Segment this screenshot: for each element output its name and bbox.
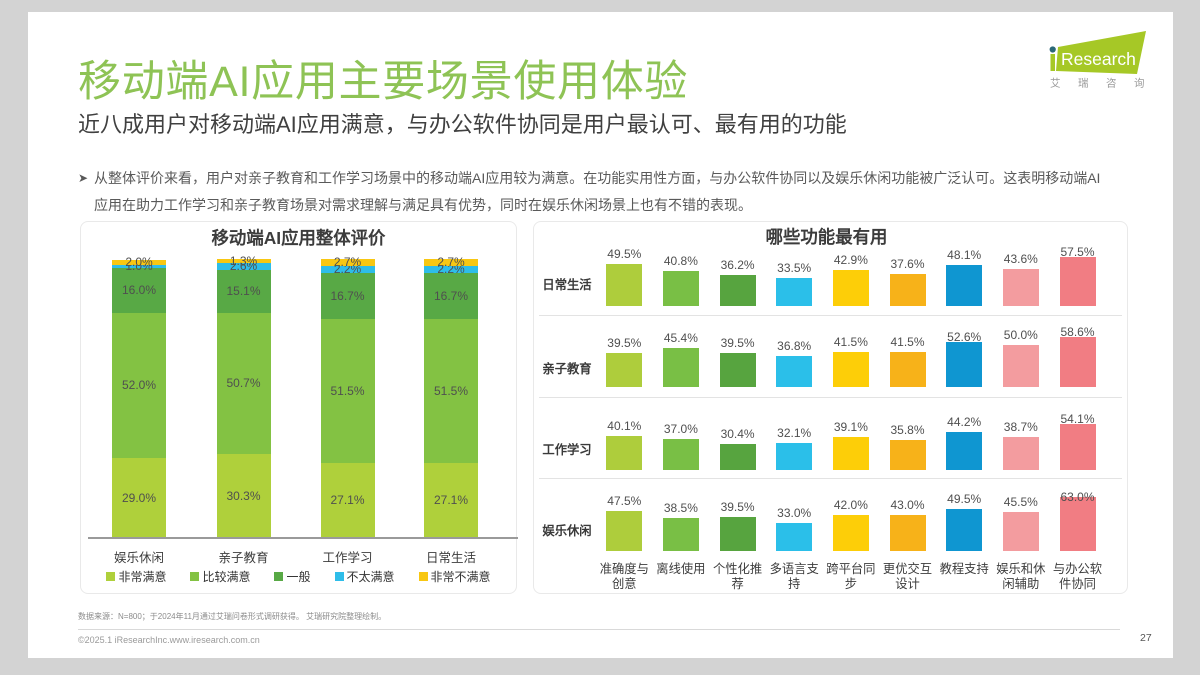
svg-text:艾瑞咨询: 艾瑞咨询 xyxy=(1050,77,1162,90)
svg-text:Research: Research xyxy=(1061,49,1136,69)
